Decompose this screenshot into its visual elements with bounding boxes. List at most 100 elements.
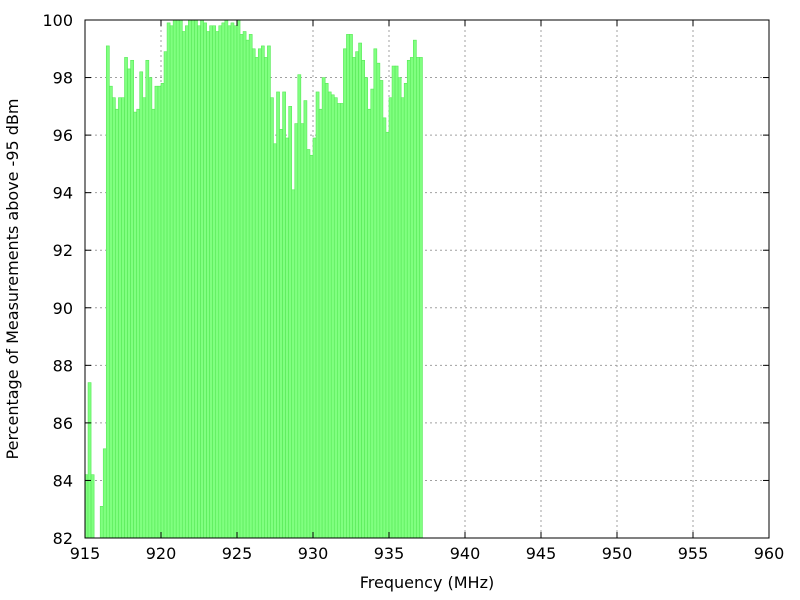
bar — [194, 19, 198, 539]
bar — [109, 85, 113, 539]
bar — [364, 77, 369, 539]
y-tick-label: 98 — [53, 69, 73, 88]
bar — [257, 48, 262, 539]
bar — [416, 57, 420, 539]
bar — [315, 91, 320, 539]
bar — [185, 25, 189, 539]
bar — [333, 97, 338, 539]
bar — [264, 57, 268, 539]
bar — [312, 137, 317, 539]
bar — [346, 34, 350, 539]
bar — [397, 77, 402, 539]
bar — [121, 97, 125, 539]
bar — [327, 91, 332, 539]
bar — [181, 31, 186, 539]
y-tick-label: 92 — [53, 241, 73, 260]
x-tick-label: 940 — [450, 544, 481, 563]
bar — [197, 25, 201, 539]
bar — [209, 25, 213, 539]
bar — [169, 25, 174, 539]
ticks-group — [84, 19, 770, 539]
bar — [178, 19, 183, 539]
bar — [297, 74, 302, 539]
bar — [191, 19, 195, 539]
bar — [276, 91, 280, 539]
bar — [273, 143, 277, 539]
bar — [413, 39, 417, 539]
bar — [367, 108, 372, 539]
bar — [303, 100, 308, 539]
tick-labels-group: 915 920 925 930 935 940 945 950 955 960 82 84 86 88 90… — [42, 11, 784, 563]
bar — [151, 108, 156, 539]
x-tick-label: 920 — [146, 544, 177, 563]
bar — [175, 19, 180, 539]
bar — [282, 91, 286, 539]
bar — [227, 25, 232, 539]
y-tick-label: 90 — [53, 299, 73, 318]
bar — [99, 506, 104, 539]
bar — [376, 62, 381, 539]
bar — [233, 25, 238, 539]
x-tick-label: 935 — [374, 544, 405, 563]
bar — [409, 57, 414, 539]
plot-frame — [84, 19, 770, 539]
y-tick-label: 94 — [53, 184, 73, 203]
bar — [270, 97, 274, 539]
bars-group — [84, 19, 423, 539]
bar — [391, 65, 396, 539]
bar — [139, 71, 144, 539]
bar — [400, 97, 405, 539]
bar — [403, 83, 408, 539]
x-tick-label: 925 — [222, 544, 253, 563]
bar — [133, 111, 137, 539]
bar — [343, 48, 347, 539]
bar — [394, 65, 399, 539]
bar — [267, 45, 271, 539]
bar — [309, 154, 314, 539]
x-tick-label: 955 — [678, 544, 709, 563]
bar — [379, 80, 384, 539]
bar — [218, 25, 223, 539]
y-axis-title: Percentage of Measurements above -95 dBm — [3, 99, 22, 460]
bar — [300, 123, 305, 539]
bar — [87, 382, 92, 539]
bar — [321, 77, 326, 539]
bar — [279, 129, 283, 539]
bar — [102, 448, 107, 539]
bar — [349, 34, 353, 539]
bar — [352, 57, 356, 539]
bar — [118, 97, 122, 539]
y-tick-label: 100 — [42, 11, 73, 30]
bar — [145, 59, 150, 539]
bar — [385, 131, 390, 539]
bar — [239, 34, 244, 539]
bar — [330, 94, 335, 539]
x-tick-label: 930 — [298, 544, 329, 563]
bar — [154, 85, 159, 539]
bar — [230, 22, 235, 539]
bar — [419, 57, 423, 539]
bar — [242, 31, 247, 539]
bar — [166, 22, 171, 539]
bar — [203, 22, 207, 539]
bar — [172, 19, 177, 539]
x-tick-label: 960 — [754, 544, 785, 563]
bar — [370, 88, 375, 539]
bar — [245, 39, 250, 539]
bar — [318, 108, 323, 539]
bar — [105, 45, 110, 539]
bar — [215, 31, 220, 539]
bar — [188, 19, 192, 539]
bar — [324, 83, 329, 539]
bar — [115, 108, 119, 539]
bar — [388, 97, 393, 539]
bar — [355, 51, 359, 539]
y-tick-label: 88 — [53, 356, 73, 375]
bar — [261, 45, 265, 539]
bar — [358, 42, 362, 539]
bar — [288, 106, 293, 539]
bar — [206, 31, 210, 539]
bar — [382, 117, 387, 539]
bar — [136, 108, 141, 539]
